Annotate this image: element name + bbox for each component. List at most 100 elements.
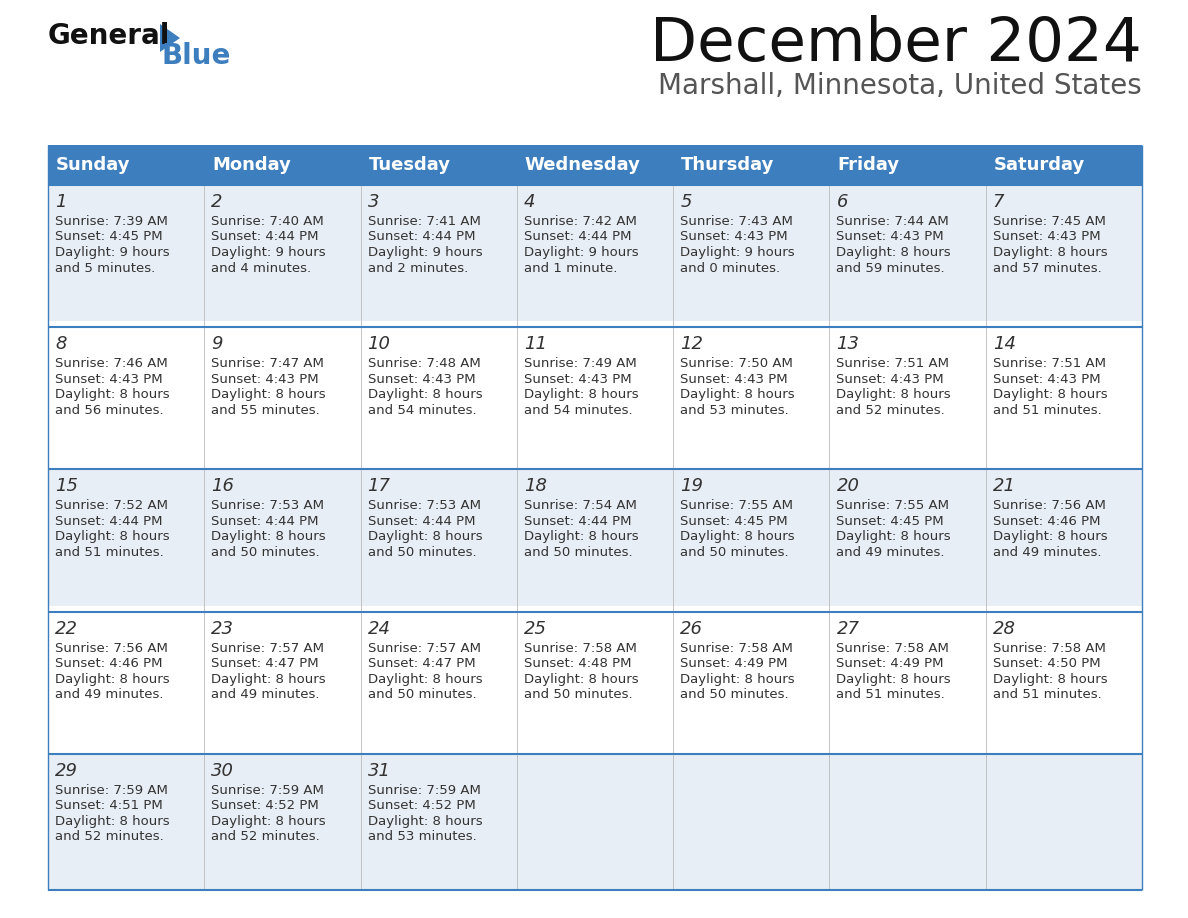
Text: Sunset: 4:44 PM: Sunset: 4:44 PM — [211, 230, 318, 243]
Text: 30: 30 — [211, 762, 234, 779]
Text: 16: 16 — [211, 477, 234, 496]
Text: Sunrise: 7:39 AM: Sunrise: 7:39 AM — [55, 215, 168, 228]
Text: Sunrise: 7:44 AM: Sunrise: 7:44 AM — [836, 215, 949, 228]
Text: Daylight: 8 hours: Daylight: 8 hours — [55, 673, 170, 686]
Text: Sunset: 4:43 PM: Sunset: 4:43 PM — [836, 230, 944, 243]
Text: Sunset: 4:49 PM: Sunset: 4:49 PM — [836, 657, 944, 670]
Text: Sunset: 4:44 PM: Sunset: 4:44 PM — [367, 515, 475, 528]
Text: Daylight: 8 hours: Daylight: 8 hours — [836, 388, 952, 401]
Text: Sunset: 4:50 PM: Sunset: 4:50 PM — [993, 657, 1100, 670]
Text: Saturday: Saturday — [993, 156, 1085, 174]
Text: Sunset: 4:44 PM: Sunset: 4:44 PM — [524, 515, 631, 528]
Text: Daylight: 8 hours: Daylight: 8 hours — [55, 815, 170, 828]
Text: 10: 10 — [367, 335, 391, 353]
Text: Daylight: 9 hours: Daylight: 9 hours — [55, 246, 170, 259]
Text: 1: 1 — [55, 193, 67, 211]
Text: Sunrise: 7:59 AM: Sunrise: 7:59 AM — [55, 784, 168, 797]
Text: Sunrise: 7:42 AM: Sunrise: 7:42 AM — [524, 215, 637, 228]
Text: Daylight: 8 hours: Daylight: 8 hours — [993, 531, 1107, 543]
Text: Sunset: 4:47 PM: Sunset: 4:47 PM — [367, 657, 475, 670]
Text: Sunday: Sunday — [56, 156, 131, 174]
Text: Sunrise: 7:49 AM: Sunrise: 7:49 AM — [524, 357, 637, 370]
Text: 4: 4 — [524, 193, 536, 211]
Text: Sunrise: 7:58 AM: Sunrise: 7:58 AM — [836, 642, 949, 655]
Text: 28: 28 — [993, 620, 1016, 638]
Text: 23: 23 — [211, 620, 234, 638]
Text: Daylight: 8 hours: Daylight: 8 hours — [993, 673, 1107, 686]
Text: and 5 minutes.: and 5 minutes. — [55, 262, 156, 274]
Bar — [48, 145, 1142, 185]
Text: Sunrise: 7:55 AM: Sunrise: 7:55 AM — [836, 499, 949, 512]
Text: and 49 minutes.: and 49 minutes. — [993, 546, 1101, 559]
Text: Monday: Monday — [213, 156, 291, 174]
Text: Sunset: 4:46 PM: Sunset: 4:46 PM — [993, 515, 1100, 528]
Text: 5: 5 — [681, 193, 691, 211]
Text: Sunrise: 7:58 AM: Sunrise: 7:58 AM — [993, 642, 1106, 655]
Text: and 55 minutes.: and 55 minutes. — [211, 404, 320, 417]
Text: Sunrise: 7:53 AM: Sunrise: 7:53 AM — [367, 499, 481, 512]
Text: Sunset: 4:43 PM: Sunset: 4:43 PM — [836, 373, 944, 386]
Text: Sunrise: 7:58 AM: Sunrise: 7:58 AM — [524, 642, 637, 655]
Text: Blue: Blue — [162, 42, 232, 70]
Text: and 50 minutes.: and 50 minutes. — [524, 546, 632, 559]
Text: Sunrise: 7:40 AM: Sunrise: 7:40 AM — [211, 215, 324, 228]
Text: Daylight: 8 hours: Daylight: 8 hours — [211, 673, 326, 686]
Text: 6: 6 — [836, 193, 848, 211]
Text: Sunrise: 7:46 AM: Sunrise: 7:46 AM — [55, 357, 168, 370]
Text: Sunrise: 7:56 AM: Sunrise: 7:56 AM — [55, 642, 168, 655]
Text: Sunset: 4:52 PM: Sunset: 4:52 PM — [367, 800, 475, 812]
Bar — [48, 327, 1142, 464]
Text: Sunrise: 7:55 AM: Sunrise: 7:55 AM — [681, 499, 794, 512]
Text: Daylight: 8 hours: Daylight: 8 hours — [524, 531, 638, 543]
Text: General: General — [48, 22, 170, 50]
Text: Sunrise: 7:59 AM: Sunrise: 7:59 AM — [367, 784, 480, 797]
Text: Daylight: 8 hours: Daylight: 8 hours — [524, 388, 638, 401]
Bar — [48, 611, 1142, 748]
Text: and 54 minutes.: and 54 minutes. — [367, 404, 476, 417]
Text: 29: 29 — [55, 762, 78, 779]
Text: 21: 21 — [993, 477, 1016, 496]
Text: 31: 31 — [367, 762, 391, 779]
Text: and 50 minutes.: and 50 minutes. — [681, 688, 789, 701]
Text: 20: 20 — [836, 477, 859, 496]
Text: and 4 minutes.: and 4 minutes. — [211, 262, 311, 274]
Text: Daylight: 8 hours: Daylight: 8 hours — [55, 531, 170, 543]
Text: Sunrise: 7:51 AM: Sunrise: 7:51 AM — [993, 357, 1106, 370]
Text: Daylight: 8 hours: Daylight: 8 hours — [681, 531, 795, 543]
Text: Sunset: 4:43 PM: Sunset: 4:43 PM — [993, 230, 1100, 243]
Text: and 51 minutes.: and 51 minutes. — [993, 404, 1101, 417]
Text: Sunset: 4:51 PM: Sunset: 4:51 PM — [55, 800, 163, 812]
Text: and 1 minute.: and 1 minute. — [524, 262, 618, 274]
Text: Sunrise: 7:57 AM: Sunrise: 7:57 AM — [211, 642, 324, 655]
Text: 13: 13 — [836, 335, 859, 353]
Text: Daylight: 9 hours: Daylight: 9 hours — [367, 246, 482, 259]
Text: Daylight: 9 hours: Daylight: 9 hours — [211, 246, 326, 259]
Text: Sunset: 4:45 PM: Sunset: 4:45 PM — [681, 515, 788, 528]
Text: Thursday: Thursday — [681, 156, 775, 174]
Text: 26: 26 — [681, 620, 703, 638]
Text: Sunrise: 7:58 AM: Sunrise: 7:58 AM — [681, 642, 794, 655]
Text: Daylight: 8 hours: Daylight: 8 hours — [836, 531, 952, 543]
Text: Sunrise: 7:45 AM: Sunrise: 7:45 AM — [993, 215, 1106, 228]
Text: Daylight: 8 hours: Daylight: 8 hours — [211, 388, 326, 401]
Text: Sunrise: 7:52 AM: Sunrise: 7:52 AM — [55, 499, 168, 512]
Text: Sunrise: 7:57 AM: Sunrise: 7:57 AM — [367, 642, 481, 655]
Text: 14: 14 — [993, 335, 1016, 353]
Text: 24: 24 — [367, 620, 391, 638]
Text: 7: 7 — [993, 193, 1004, 211]
Text: 27: 27 — [836, 620, 859, 638]
Text: Daylight: 8 hours: Daylight: 8 hours — [993, 246, 1107, 259]
Text: and 50 minutes.: and 50 minutes. — [681, 546, 789, 559]
Text: Sunset: 4:47 PM: Sunset: 4:47 PM — [211, 657, 318, 670]
Text: and 49 minutes.: and 49 minutes. — [211, 688, 320, 701]
Text: and 2 minutes.: and 2 minutes. — [367, 262, 468, 274]
Text: Sunrise: 7:56 AM: Sunrise: 7:56 AM — [993, 499, 1106, 512]
Text: and 0 minutes.: and 0 minutes. — [681, 262, 781, 274]
Text: Sunrise: 7:54 AM: Sunrise: 7:54 AM — [524, 499, 637, 512]
Text: Sunset: 4:46 PM: Sunset: 4:46 PM — [55, 657, 163, 670]
Text: Sunset: 4:43 PM: Sunset: 4:43 PM — [681, 373, 788, 386]
Text: Sunset: 4:43 PM: Sunset: 4:43 PM — [367, 373, 475, 386]
Text: Sunrise: 7:47 AM: Sunrise: 7:47 AM — [211, 357, 324, 370]
Text: 15: 15 — [55, 477, 78, 496]
Text: and 53 minutes.: and 53 minutes. — [367, 830, 476, 844]
